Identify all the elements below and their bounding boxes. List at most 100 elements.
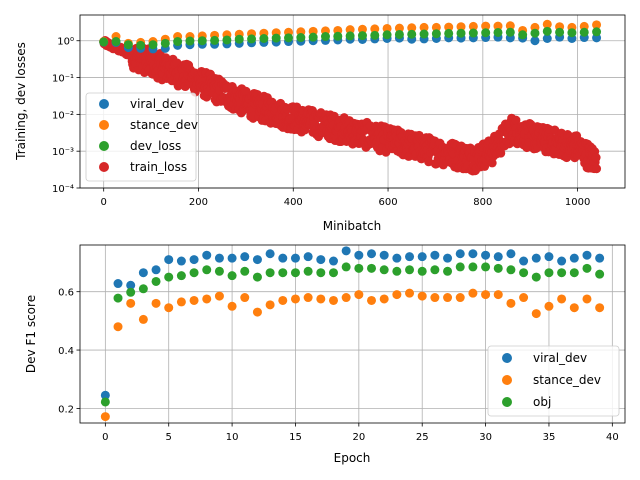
obj-f1-point (493, 263, 503, 273)
stance-dev-point (444, 22, 454, 32)
viral-dev-f1-point (126, 280, 136, 290)
obj-f1-point (430, 265, 440, 275)
viral-dev-f1-point (367, 249, 377, 259)
viral-dev-f1-point (379, 250, 389, 260)
dev-loss-point (444, 28, 454, 38)
viral-dev-f1-point (531, 253, 541, 263)
stance-dev-f1-point (595, 303, 605, 313)
viral-dev-f1-point (202, 250, 212, 260)
obj-f1-point (265, 268, 275, 278)
dev-loss-point (333, 31, 343, 41)
loss-chart-x-tick-label: 800 (473, 197, 492, 208)
loss-chart-y-label: Training, dev losses (14, 42, 28, 161)
stance-dev-f1-point (392, 290, 402, 300)
obj-f1-point (227, 271, 237, 281)
loss-chart-x-label: Minibatch (323, 219, 382, 233)
legend-label: stance_dev (130, 118, 198, 132)
stance-dev-point (493, 21, 503, 31)
stance-dev-point (357, 24, 367, 34)
dev-loss-point (468, 28, 478, 38)
stance-dev-f1-point (303, 293, 313, 303)
dev-loss-point (247, 34, 257, 44)
viral-dev-f1-point (455, 249, 465, 259)
viral-dev-f1-point (481, 250, 491, 260)
obj-f1-point (290, 268, 300, 278)
stance-dev-f1-point (189, 295, 199, 305)
viral-dev-f1-point (328, 256, 338, 266)
stance-dev-f1-point (176, 297, 186, 307)
stance-dev-f1-point (151, 298, 161, 308)
stance-dev-point (345, 25, 355, 35)
stance-dev-f1-point (544, 301, 554, 311)
f1-chart-x-tick-label: 30 (479, 432, 492, 443)
viral-dev-f1-point (189, 255, 199, 265)
obj-f1-point (569, 268, 579, 278)
viral-dev-f1-point (151, 265, 161, 275)
obj-f1-point (176, 271, 186, 281)
legend-marker (502, 375, 512, 385)
stance-dev-f1-point (430, 293, 440, 303)
stance-dev-point (592, 20, 602, 30)
stance-dev-f1-point (379, 294, 389, 304)
loss-chart: 0 200 400 600 800 1000 10⁻⁴ 10⁻³ 10⁻² 10⁻¹ 10⁰ Min… (14, 14, 626, 233)
legend-marker (502, 397, 512, 407)
viral-dev-point (530, 36, 540, 46)
f1-chart-x-tick-label: 35 (543, 432, 556, 443)
stance-dev-point (370, 24, 380, 34)
obj-f1-point (189, 268, 199, 278)
legend-marker (99, 99, 109, 109)
stance-dev-f1-point (100, 412, 110, 422)
dev-loss-point (493, 27, 503, 37)
dev-loss-point (320, 32, 330, 42)
dev-loss-point (431, 29, 441, 39)
f1-chart-x-tick-label: 15 (289, 432, 302, 443)
f1-chart-x-tick-label: 40 (606, 432, 619, 443)
dev-loss-point (271, 33, 281, 43)
f1-chart-frame (79, 244, 626, 424)
dev-loss-point (394, 29, 404, 39)
viral-dev-f1-point (430, 250, 440, 260)
dev-loss-point (136, 40, 146, 50)
viral-dev-f1-point (113, 279, 123, 289)
stance-dev-f1-point (202, 294, 212, 304)
stance-dev-point (407, 23, 417, 33)
legend-label: viral_dev (130, 97, 184, 111)
stance-dev-f1-point (354, 290, 364, 300)
dev-loss-point (456, 28, 466, 38)
obj-f1-point (417, 266, 427, 276)
f1-chart-x-tick-label: 20 (352, 432, 365, 443)
obj-f1-point (240, 266, 250, 276)
dev-loss-point (259, 33, 269, 43)
stance-dev-f1-point (367, 295, 377, 305)
obj-f1-point (303, 266, 313, 276)
obj-f1-point (341, 262, 351, 272)
dev-loss-point (148, 40, 158, 50)
viral-dev-f1-point (519, 256, 529, 266)
loss-chart-x-tick-label: 600 (378, 197, 397, 208)
obj-f1-point (354, 263, 364, 273)
stance-dev-f1-point (290, 294, 300, 304)
stance-dev-point (542, 19, 552, 29)
stance-dev-point (419, 22, 429, 32)
legend-label: obj (533, 395, 551, 409)
obj-f1-point (582, 263, 592, 273)
dev-loss-point (210, 35, 220, 45)
obj-f1-point (138, 284, 148, 294)
obj-f1-point (531, 272, 541, 282)
obj-f1-point (519, 268, 529, 278)
stance-dev-f1-point (519, 293, 529, 303)
dev-loss-point (345, 31, 355, 41)
viral-dev-f1-point (227, 253, 237, 263)
obj-f1-point (468, 262, 478, 272)
stance-dev-f1-point (316, 294, 326, 304)
stance-dev-f1-point (113, 322, 123, 332)
dev-loss-point (357, 31, 367, 41)
legend-label: train_loss (130, 160, 187, 174)
train-loss-point (496, 148, 506, 158)
viral-dev-f1-point (265, 249, 275, 259)
stance-dev-f1-point (164, 303, 174, 313)
viral-dev-f1-point (341, 246, 351, 256)
viral-dev-f1-point (278, 253, 288, 263)
stance-dev-f1-point (569, 303, 579, 313)
stance-dev-f1-point (417, 291, 427, 301)
